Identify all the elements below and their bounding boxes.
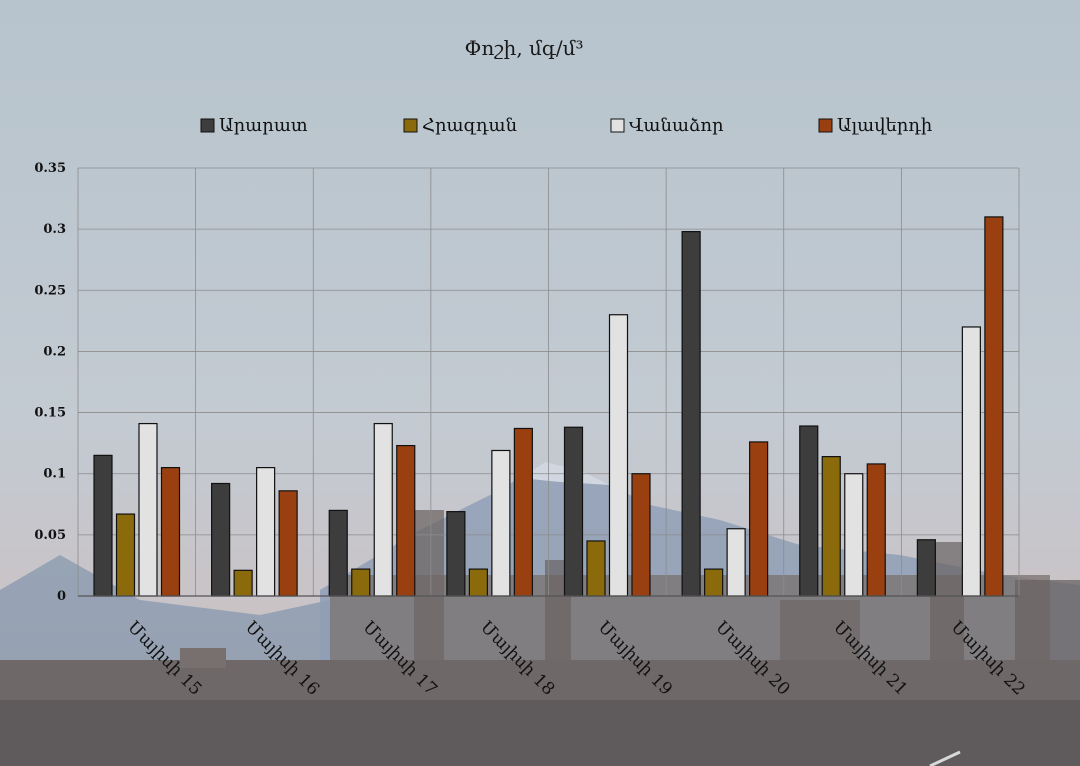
y-tick-label: 0.05: [34, 528, 66, 543]
bar-1-5: [563, 426, 584, 597]
bar-3-3: [373, 422, 393, 597]
bar-1-7: [799, 425, 819, 597]
legend-label: Վանաձոր: [629, 115, 724, 136]
bar-3-2: [256, 467, 276, 597]
x-axis: Մայիսի 15 Մայիսի 16 Մայիսի 17 Մայիսի 18 Մայի…: [78, 595, 1029, 700]
bar-4-3: [396, 444, 416, 597]
bar-3-6: [726, 528, 746, 597]
bar-2-7: [821, 455, 841, 597]
chart-title: Փոշի, մգ/մ³: [465, 36, 584, 60]
legend-swatch: [200, 118, 215, 133]
x-tick-label: Մայիսի 19: [594, 617, 676, 699]
bars: [93, 216, 1004, 597]
bar-2-3: [351, 568, 371, 597]
x-tick-label: Մայիսի 20: [711, 617, 793, 699]
bar-2-6: [704, 568, 724, 597]
bar-3-8: [961, 326, 981, 597]
bar-3-5: [608, 314, 629, 597]
legend-swatch: [403, 118, 418, 133]
y-tick-label: 0.15: [34, 406, 66, 421]
bar-2-2: [233, 569, 253, 597]
legend-label: Ալավերդի: [837, 115, 932, 136]
bar-2-1: [115, 513, 136, 597]
legend-label: Հրազդան: [422, 115, 517, 136]
bar-1-4: [446, 511, 466, 597]
bar-1-8: [916, 539, 936, 597]
bar-4-6: [749, 441, 769, 597]
bar-1-3: [328, 509, 348, 597]
bar-4-8: [984, 216, 1004, 597]
x-tick-label: Մայիսի 16: [241, 617, 323, 699]
x-tick-label: Մայիսի 15: [123, 617, 205, 699]
mountain-left: [0, 555, 330, 680]
y-tick-label: 0.3: [43, 222, 66, 237]
bar-3-7: [844, 473, 864, 597]
legend-label: Արարատ: [219, 115, 308, 136]
bar-1-2: [211, 482, 231, 597]
bar-4-7: [866, 463, 886, 597]
y-tick-label: 0.35: [34, 161, 66, 176]
bar-3-1: [138, 422, 158, 597]
x-tick-label: Մայիսի 21: [829, 617, 911, 699]
x-tick-label: Մայիսի 18: [476, 617, 558, 699]
bar-2-4: [468, 568, 488, 597]
bar-4-1: [160, 467, 181, 597]
y-axis: 0 0.05 0.1 0.15 0.2 0.25 0.3 0.35: [34, 161, 66, 604]
legend: Արարատ Հրազդան Վանաձոր Ալավերդի: [200, 115, 932, 136]
bar-2-5: [586, 540, 606, 597]
y-tick-label: 0.1: [43, 467, 66, 482]
y-tick-label: 0.2: [43, 344, 66, 359]
bar-4-4: [513, 427, 533, 597]
bar-4-5: [631, 473, 651, 597]
x-tick-label: Մայիսի 17: [359, 617, 441, 699]
bar-1-1: [93, 454, 113, 597]
y-tick-label: 0.25: [34, 283, 66, 298]
legend-swatch: [610, 118, 625, 133]
x-tick-label: Մայիսի 22: [947, 617, 1029, 699]
bar-1-6: [681, 230, 701, 597]
legend-swatch: [818, 118, 833, 133]
bar-4-2: [278, 490, 298, 597]
bar-3-4: [491, 449, 511, 597]
y-tick-label: 0: [57, 589, 66, 604]
